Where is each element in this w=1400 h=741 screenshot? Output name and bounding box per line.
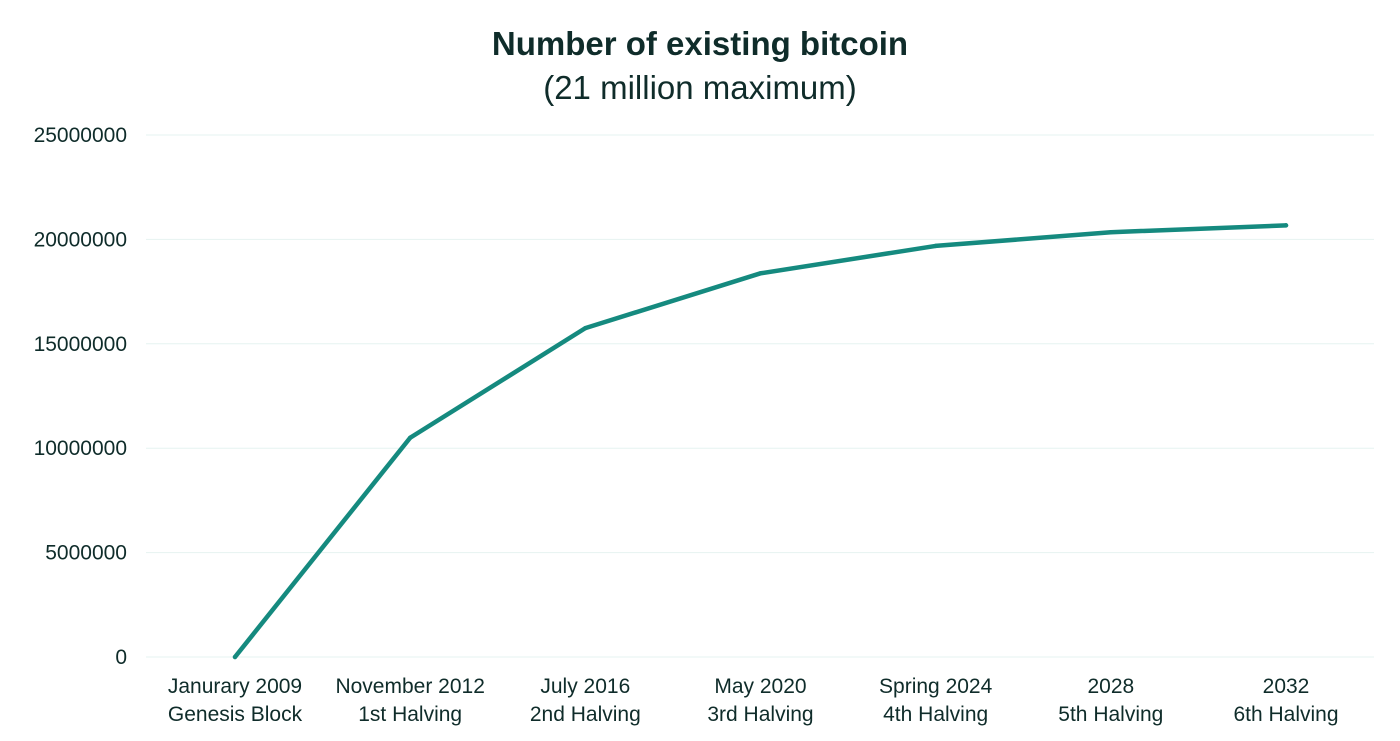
series-layer bbox=[232, 223, 1289, 660]
x-tick-label: July 2016 bbox=[540, 675, 630, 698]
chart-title: Number of existing bitcoin bbox=[492, 25, 908, 62]
x-tick-label: 2032 bbox=[1263, 675, 1310, 698]
x-tick-label: Spring 2024 bbox=[879, 675, 993, 698]
data-point bbox=[583, 325, 588, 331]
x-tick-label: 3rd Halving bbox=[707, 703, 813, 726]
y-tick-label: 25000000 bbox=[34, 124, 127, 147]
data-point bbox=[407, 435, 413, 440]
chart-subtitle: (21 million maximum) bbox=[543, 69, 857, 106]
x-tick-label: 1st Halving bbox=[358, 703, 462, 726]
data-points bbox=[232, 223, 1289, 660]
data-point bbox=[1108, 230, 1114, 235]
x-tick-label: November 2012 bbox=[335, 675, 484, 698]
x-tick-label: May 2020 bbox=[714, 675, 806, 698]
y-tick-label: 5000000 bbox=[45, 542, 127, 565]
y-axis-ticks: 0 5000000 10000000 15000000 20000000 25000000 bbox=[34, 124, 127, 669]
x-tick-label: Genesis Block bbox=[168, 703, 303, 726]
data-point bbox=[232, 654, 238, 660]
grid-lines bbox=[146, 134, 1374, 658]
x-tick-label: Janurary 2009 bbox=[168, 675, 302, 698]
data-point bbox=[1283, 223, 1289, 228]
data-point bbox=[758, 271, 763, 276]
x-tick-label: 2nd Halving bbox=[530, 703, 641, 726]
y-tick-label: 10000000 bbox=[34, 437, 127, 460]
y-tick-label: 15000000 bbox=[34, 333, 127, 356]
series-line bbox=[232, 223, 1289, 660]
x-axis-ticks: Janurary 2009 Genesis Block November 2012 1… bbox=[168, 675, 1339, 726]
x-tick-label: 4th Halving bbox=[883, 703, 988, 726]
y-tick-label: 20000000 bbox=[34, 228, 127, 251]
x-tick-label: 2028 bbox=[1087, 675, 1134, 698]
data-point bbox=[933, 243, 938, 249]
x-tick-label: 6th Halving bbox=[1233, 703, 1338, 726]
y-tick-label: 0 bbox=[115, 646, 127, 669]
x-tick-label: 5th Halving bbox=[1058, 703, 1163, 726]
